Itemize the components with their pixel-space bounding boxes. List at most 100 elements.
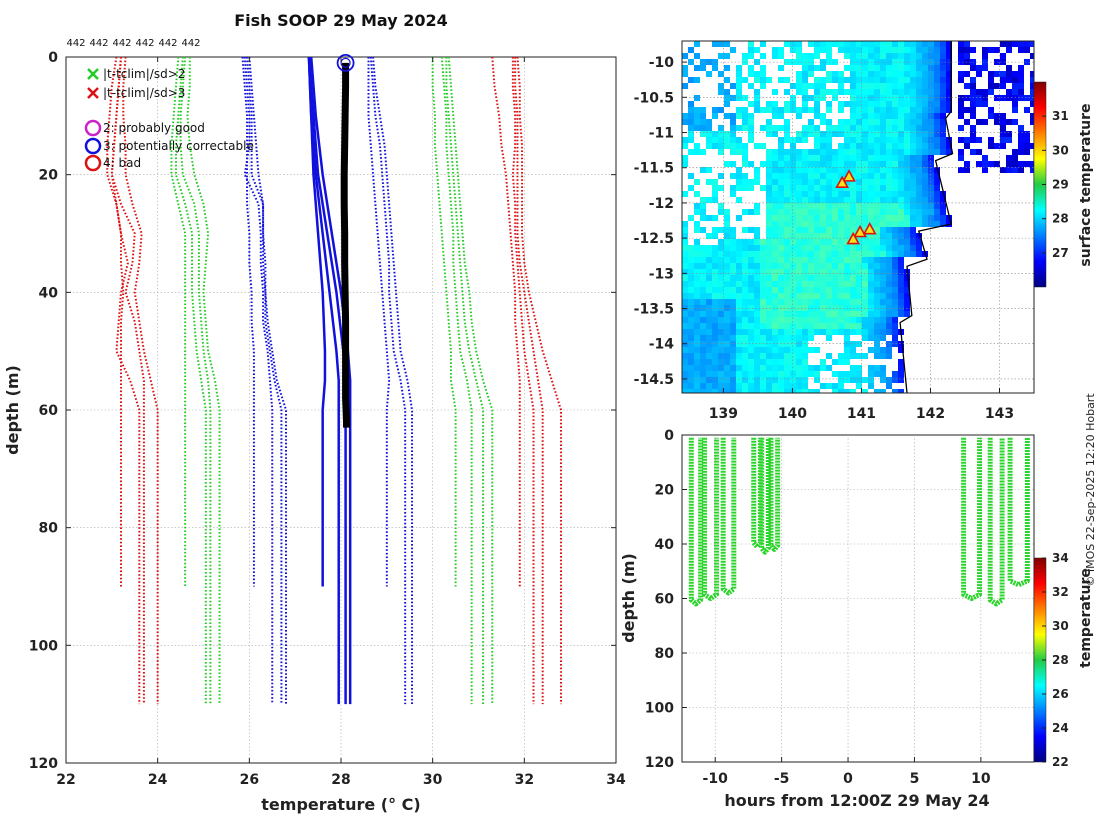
sst-cell [772, 107, 778, 113]
climatology-line [179, 56, 212, 705]
sst-cell [712, 143, 718, 149]
sst-cell [736, 269, 742, 275]
sst-cell [724, 113, 730, 119]
sst-cell [838, 233, 844, 239]
sst-cell [796, 209, 802, 215]
sst-cell [808, 83, 814, 89]
sst-cell [862, 173, 868, 179]
sst-cell [898, 197, 904, 203]
sst-cell [796, 263, 802, 269]
sst-cell [904, 305, 910, 311]
sst-cell [880, 161, 886, 167]
sst-cell [694, 305, 700, 311]
xbt-drop-marker [862, 222, 877, 235]
profile-ytick-label: 20 [39, 168, 59, 184]
sst-cell [880, 227, 886, 233]
sst-cell [814, 101, 820, 107]
sst-cell [856, 173, 862, 179]
sst-cell [862, 131, 868, 137]
sst-cell [742, 209, 748, 215]
sst-cell [814, 83, 820, 89]
sst-cell [820, 173, 826, 179]
sst-cell [844, 119, 850, 125]
sst-cell [862, 281, 868, 287]
sst-cell [898, 161, 904, 167]
sst-cell [706, 215, 712, 221]
sst-cell [802, 227, 808, 233]
sst-cell [814, 365, 820, 371]
sst-cell [928, 143, 934, 149]
sst-cell [886, 107, 892, 113]
sst-cell [796, 329, 802, 335]
sst-cell [1030, 71, 1034, 77]
sst-cell [898, 173, 904, 179]
sst-cell [682, 251, 688, 257]
sst-cell [700, 167, 706, 173]
sst-cell [898, 227, 904, 233]
sst-cell [748, 311, 754, 317]
sst-cell [748, 113, 754, 119]
sst-cell [700, 335, 706, 341]
sst-cell [772, 347, 778, 353]
sst-cell [1012, 155, 1018, 161]
sst-cell [754, 335, 760, 341]
sst-cell [886, 167, 892, 173]
sst-cell [826, 269, 832, 275]
sst-cell [946, 143, 952, 149]
sst-cell [982, 101, 988, 107]
sst-cell [880, 89, 886, 95]
sst-cell [838, 329, 844, 335]
sst-cell [886, 287, 892, 293]
sst-cell [910, 179, 916, 185]
sst-cell [874, 371, 880, 377]
sst-cell [1018, 125, 1024, 131]
sst-cell [736, 185, 742, 191]
sst-cell [688, 185, 694, 191]
sst-cell [748, 101, 754, 107]
sst-cell [874, 155, 880, 161]
sst-cell [814, 317, 820, 323]
climatology-line [514, 57, 544, 705]
sst-cell [892, 113, 898, 119]
sst-cell [802, 221, 808, 227]
sst-cell [742, 257, 748, 263]
sst-cell [706, 377, 712, 383]
sst-cell [730, 251, 736, 257]
sst-cell [754, 47, 760, 53]
sst-cell [946, 53, 952, 59]
sst-cell [682, 233, 688, 239]
sst-cell [1030, 113, 1034, 119]
sst-cell [760, 389, 766, 393]
sst-cell [1024, 131, 1030, 137]
sst-cell [718, 185, 724, 191]
sst-cell [958, 149, 964, 155]
sst-cell [928, 107, 934, 113]
sst-cell [802, 101, 808, 107]
sst-cell [712, 353, 718, 359]
sst-cell [730, 269, 736, 275]
sst-cell [688, 323, 694, 329]
sst-cell [934, 143, 940, 149]
sst-cell [802, 209, 808, 215]
sst-cell [742, 125, 748, 131]
sst-cell [880, 323, 886, 329]
sst-cell [820, 89, 826, 95]
sst-cell [880, 317, 886, 323]
sst-cell [910, 245, 916, 251]
sst-cell [784, 281, 790, 287]
sst-cell [778, 377, 784, 383]
sst-cell [814, 221, 820, 227]
sst-cell [880, 77, 886, 83]
sst-cell [910, 53, 916, 59]
sst-cell [790, 95, 796, 101]
sst-cell [1006, 47, 1012, 53]
sst-cell [958, 113, 964, 119]
sst-cell [688, 299, 694, 305]
sst-cell [808, 371, 814, 377]
sst-cell [910, 173, 916, 179]
sst-cell [766, 257, 772, 263]
sst-cell [940, 107, 946, 113]
sst-cell [976, 101, 982, 107]
sst-cell [790, 281, 796, 287]
sst-cell [784, 377, 790, 383]
